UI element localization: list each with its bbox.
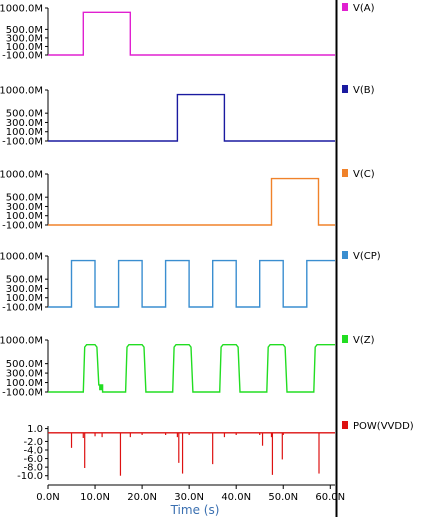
legend-swatch-V(B) [342, 85, 348, 93]
y-tick-label: 1.0 [27, 424, 43, 435]
series-line-V(Z) [48, 344, 335, 393]
y-tick-label: 100.0M [6, 293, 43, 304]
y-tick-label: -10.0 [17, 471, 43, 482]
y-tick-label: 1000.0M [0, 170, 43, 181]
x-tick-label: 10.0N [80, 492, 110, 503]
y-tick-label: 300.0M [6, 33, 43, 44]
y-tick-label: 1000.0M [0, 336, 43, 347]
x-tick-label: 20.0N [127, 492, 157, 503]
y-tick-label: 300.0M [6, 202, 43, 213]
series-line-V(B) [48, 93, 335, 142]
y-tick-label: 500.0M [6, 193, 43, 204]
series-line-V(C) [48, 177, 335, 226]
y-tick-label: -8.0 [23, 463, 43, 474]
series-line-V(CP) [48, 259, 335, 308]
y-tick-label: 1000.0M [0, 4, 43, 15]
y-tick-label: -100.0M [2, 388, 43, 399]
panels-layer: 1000.0M500.0M300.0M100.0M-100.0MV(A)1000… [0, 3, 414, 482]
x-tick-label: 60.0N [315, 492, 345, 503]
legend-swatch-POW(VVDD) [342, 421, 348, 429]
y-tick-label: 100.0M [6, 127, 43, 138]
legend-label: V(CP) [353, 251, 381, 262]
y-tick-label: 100.0M [6, 42, 43, 53]
y-tick-label: -2.0 [23, 437, 43, 448]
legend-label: V(B) [353, 85, 375, 96]
series-line-V(A) [48, 11, 335, 56]
x-tick-label: 0.0N [36, 492, 59, 503]
y-tick-label: 500.0M [6, 275, 43, 286]
legend-label: V(Z) [353, 335, 375, 346]
y-tick-label: 1000.0M [0, 252, 43, 263]
y-tick-label: -100.0M [2, 137, 43, 148]
y-tick-label: -4.0 [23, 446, 43, 457]
y-tick-label: 300.0M [6, 118, 43, 129]
x-axis-label: Time (s) [170, 503, 220, 517]
x-axis: 0.0N 10.0N 20.0N 30.0N 40.0N 50.0N 60.0N [36, 484, 345, 503]
legend-swatch-V(A) [342, 3, 348, 11]
y-tick-label: 300.0M [6, 284, 43, 295]
legend-swatch-V(Z) [342, 335, 348, 343]
y-tick-label: -100.0M [2, 51, 43, 62]
legend-swatch-V(C) [342, 169, 348, 177]
legend-label: V(A) [353, 3, 375, 14]
y-tick-label: -6.0 [23, 454, 43, 465]
y-tick-label: 500.0M [6, 109, 43, 120]
y-tick-label: 100.0M [6, 211, 43, 222]
legend-label: POW(VVDD) [353, 421, 414, 432]
x-tick-label: 30.0N [174, 492, 204, 503]
y-tick-label: 300.0M [6, 369, 43, 380]
y-tick-label: -100.0M [2, 221, 43, 232]
legend-swatch-V(CP) [342, 251, 348, 259]
y-tick-label: 1000.0M [0, 86, 43, 97]
x-tick-label: 40.0N [221, 492, 251, 503]
panel-5: 1.0 -2.0-4.0-6.0-8.0-10.0 POW(VVDD) [17, 421, 414, 482]
y-tick-label: 100.0M [6, 378, 43, 389]
y-tick-label: -100.0M [2, 303, 43, 314]
x-tick-label: 50.0N [268, 492, 298, 503]
y-tick-label: 500.0M [6, 25, 43, 36]
y-tick-label: 500.0M [6, 359, 43, 370]
legend-label: V(C) [353, 169, 375, 180]
